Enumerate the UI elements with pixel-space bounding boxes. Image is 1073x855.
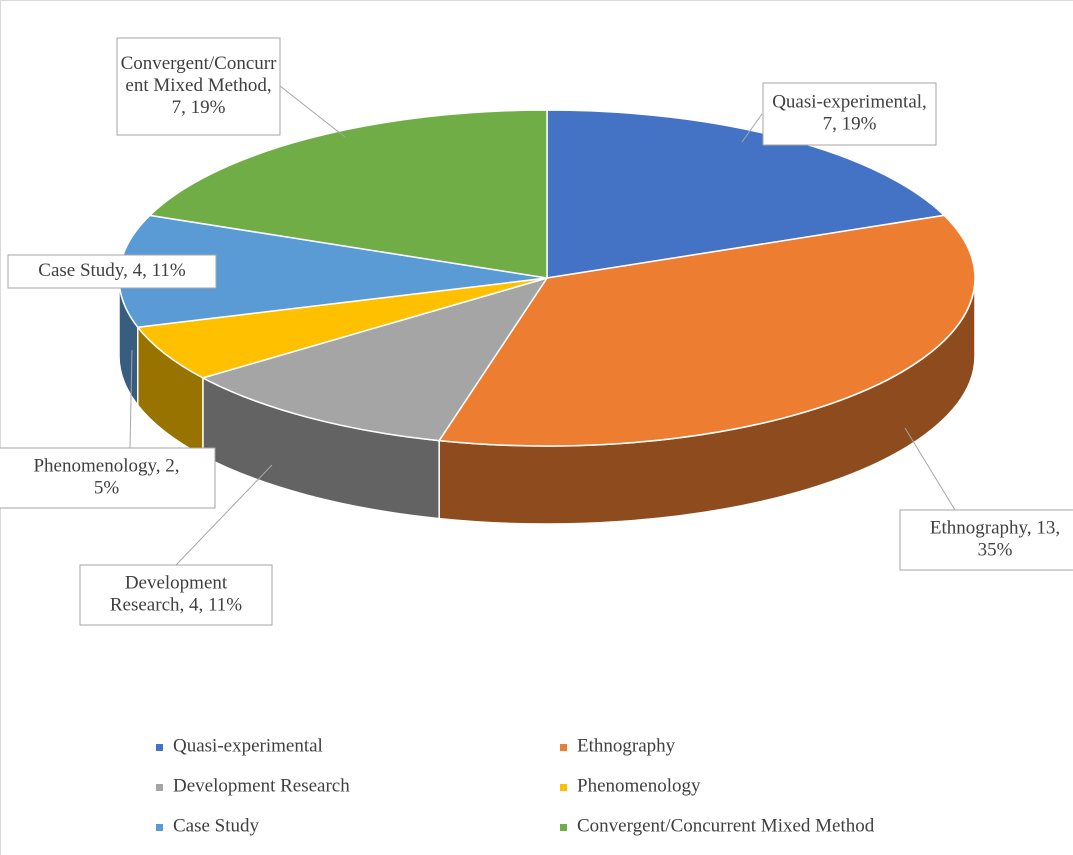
data-label: 35% [978,539,1013,560]
data-label-box [899,509,1073,571]
leader-line [175,464,273,566]
data-label: 7, 19% [823,113,877,134]
slice [136,277,548,379]
legend-swatch [560,744,567,751]
data-label: 7, 19% [172,97,226,118]
leader-line [904,427,956,511]
data-label: Convergent/Concurr [121,53,278,74]
data-label-box [762,82,937,146]
slice [437,214,976,447]
data-label: ent Mixed Method, [125,75,271,96]
data-label: Ethnography, 13, [930,517,1060,538]
data-label-box [0,447,216,509]
legend-label: Case Study [173,815,260,836]
leader-line [279,85,346,138]
data-label-box [79,564,273,626]
legend-swatch [560,784,567,791]
data-label: Research, 4, 11% [110,594,242,615]
legend-swatch [560,824,567,831]
data-label: Development [125,572,228,593]
data-label: 5% [94,477,120,498]
legend-swatch [156,824,163,831]
legend-swatch [156,744,163,751]
legend-label: Convergent/Concurrent Mixed Method [577,815,875,836]
data-label-box [7,254,217,289]
slice [148,109,548,279]
leader-line [741,113,763,143]
data-label-box [116,37,281,136]
legend-label: Development Research [173,775,350,796]
data-label: Phenomenology, 2, [33,455,179,476]
legend-swatch [156,784,163,791]
data-label: Case Study, 4, 11% [38,260,186,281]
legend-label: Phenomenology [577,775,701,796]
leader-line [129,349,133,449]
data-label: Quasi-experimental, [772,91,927,112]
legend-label: Quasi-experimental [173,735,323,756]
legend-label: Ethnography [577,735,676,756]
slice [200,276,549,442]
